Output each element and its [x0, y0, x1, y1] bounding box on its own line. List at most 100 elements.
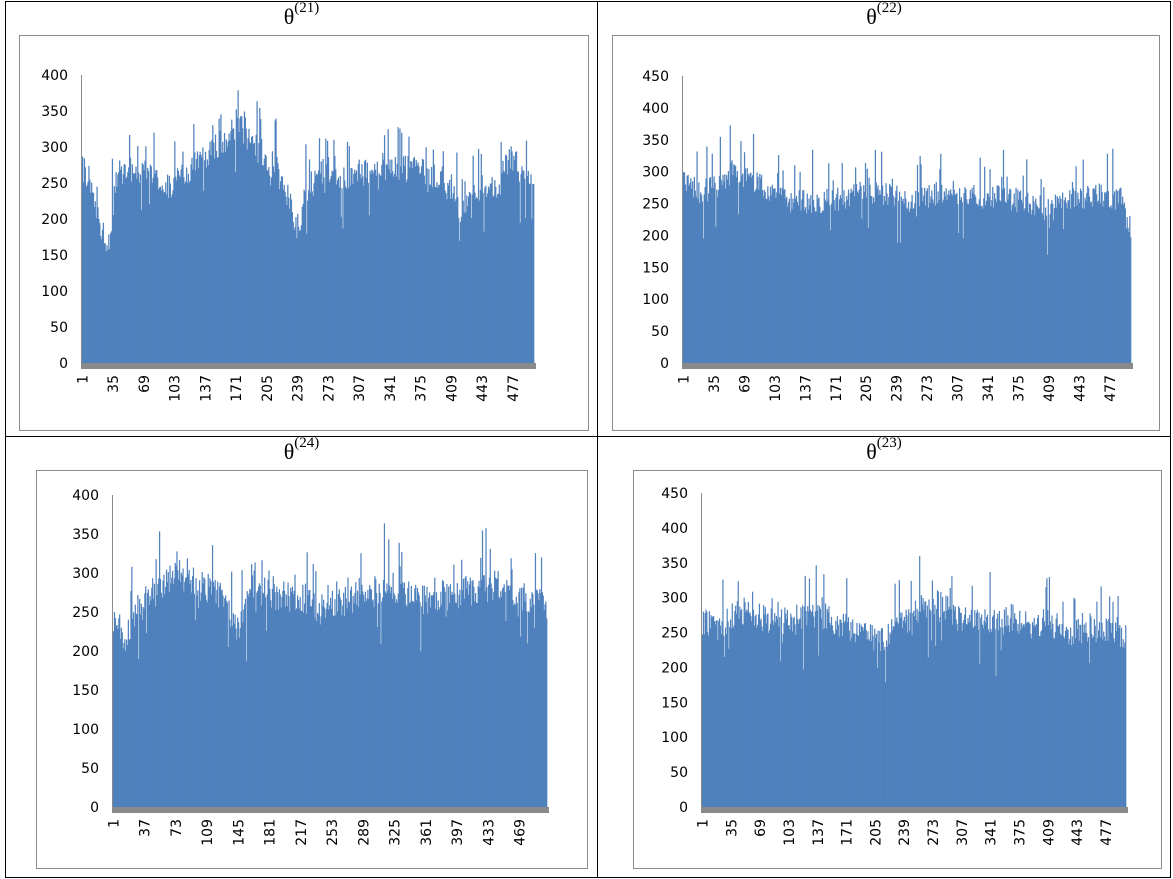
bar: [337, 594, 340, 807]
bar: [126, 639, 128, 807]
bar: [1021, 627, 1023, 807]
bar: [271, 151, 274, 363]
bar: [465, 212, 467, 363]
bar: [974, 610, 976, 807]
bar: [1105, 193, 1107, 363]
bar: [831, 190, 833, 363]
bar: [390, 173, 392, 363]
bar: [182, 151, 184, 363]
x-tick-label: 273: [920, 375, 936, 402]
bar: [439, 185, 441, 363]
bar: [700, 192, 702, 363]
bar: [838, 199, 841, 363]
bar: [1027, 192, 1029, 363]
bar: [934, 205, 937, 363]
bar: [1120, 627, 1123, 807]
bar: [725, 188, 727, 363]
bar: [196, 151, 199, 363]
bar: [279, 181, 282, 363]
bar: [1127, 227, 1129, 363]
bar: [704, 613, 706, 807]
bar: [944, 619, 946, 807]
bar: [691, 188, 693, 363]
bar: [980, 617, 982, 807]
bar: [229, 140, 231, 363]
bar: [202, 147, 204, 363]
bar: [398, 542, 400, 807]
bar: [410, 585, 412, 807]
y-tick-label: 400: [642, 101, 669, 117]
bar: [846, 578, 848, 807]
bar: [425, 602, 427, 807]
bar: [339, 597, 341, 807]
bar: [885, 682, 887, 807]
bar: [837, 624, 839, 807]
bar: [1002, 149, 1005, 363]
bar: [853, 184, 855, 363]
bar: [85, 186, 87, 363]
bar: [227, 141, 229, 363]
chart-title: θ(24): [283, 435, 320, 464]
bar: [232, 128, 235, 363]
bar: [833, 200, 835, 363]
bar: [456, 152, 458, 363]
bar: [988, 197, 990, 363]
y-tick-label: 250: [41, 176, 68, 192]
bar: [914, 203, 916, 363]
bar: [803, 190, 805, 363]
y-tick-label: 50: [670, 765, 688, 781]
bar: [533, 604, 535, 807]
bar: [225, 139, 227, 363]
bar: [515, 152, 517, 363]
y-tick-label: 200: [41, 212, 68, 228]
bar: [91, 182, 93, 363]
bar: [283, 184, 285, 363]
bar: [411, 161, 413, 363]
bar: [1004, 201, 1006, 363]
bar: [782, 634, 784, 807]
bar: [844, 620, 846, 807]
bar: [1097, 637, 1099, 807]
bar: [515, 596, 517, 807]
bar: [731, 160, 733, 363]
bar: [322, 158, 324, 363]
x-tick-label: 1: [76, 375, 92, 384]
bar: [979, 157, 981, 363]
bar: [267, 579, 269, 807]
bar: [1090, 201, 1092, 363]
bar: [750, 172, 752, 363]
bar: [426, 168, 428, 363]
bar: [146, 178, 148, 363]
bar: [215, 603, 217, 807]
bar: [1028, 203, 1031, 363]
bar: [974, 194, 976, 363]
bar: [997, 630, 1000, 807]
bar: [718, 618, 721, 807]
bar: [1017, 189, 1019, 363]
bar: [459, 221, 462, 363]
bar: [876, 188, 878, 363]
bar: [503, 170, 505, 363]
bar: [904, 622, 906, 807]
x-tick-label: 477: [506, 375, 522, 402]
bar: [1061, 623, 1063, 807]
bar: [826, 608, 828, 807]
bar: [308, 159, 311, 363]
bar: [539, 589, 541, 807]
bar: [802, 190, 804, 363]
bar: [949, 587, 951, 807]
bar: [492, 196, 494, 363]
bar: [464, 577, 466, 807]
bar: [1005, 202, 1007, 363]
bar: [191, 157, 193, 363]
bar: [275, 118, 277, 363]
bar: [336, 611, 339, 807]
x-tick-label: 1: [676, 375, 692, 384]
bar: [833, 634, 835, 807]
bar: [778, 626, 780, 807]
bar: [491, 177, 493, 363]
bar: [434, 187, 436, 363]
bar-series: [113, 523, 548, 807]
bar: [915, 620, 917, 807]
bar: [220, 114, 222, 364]
